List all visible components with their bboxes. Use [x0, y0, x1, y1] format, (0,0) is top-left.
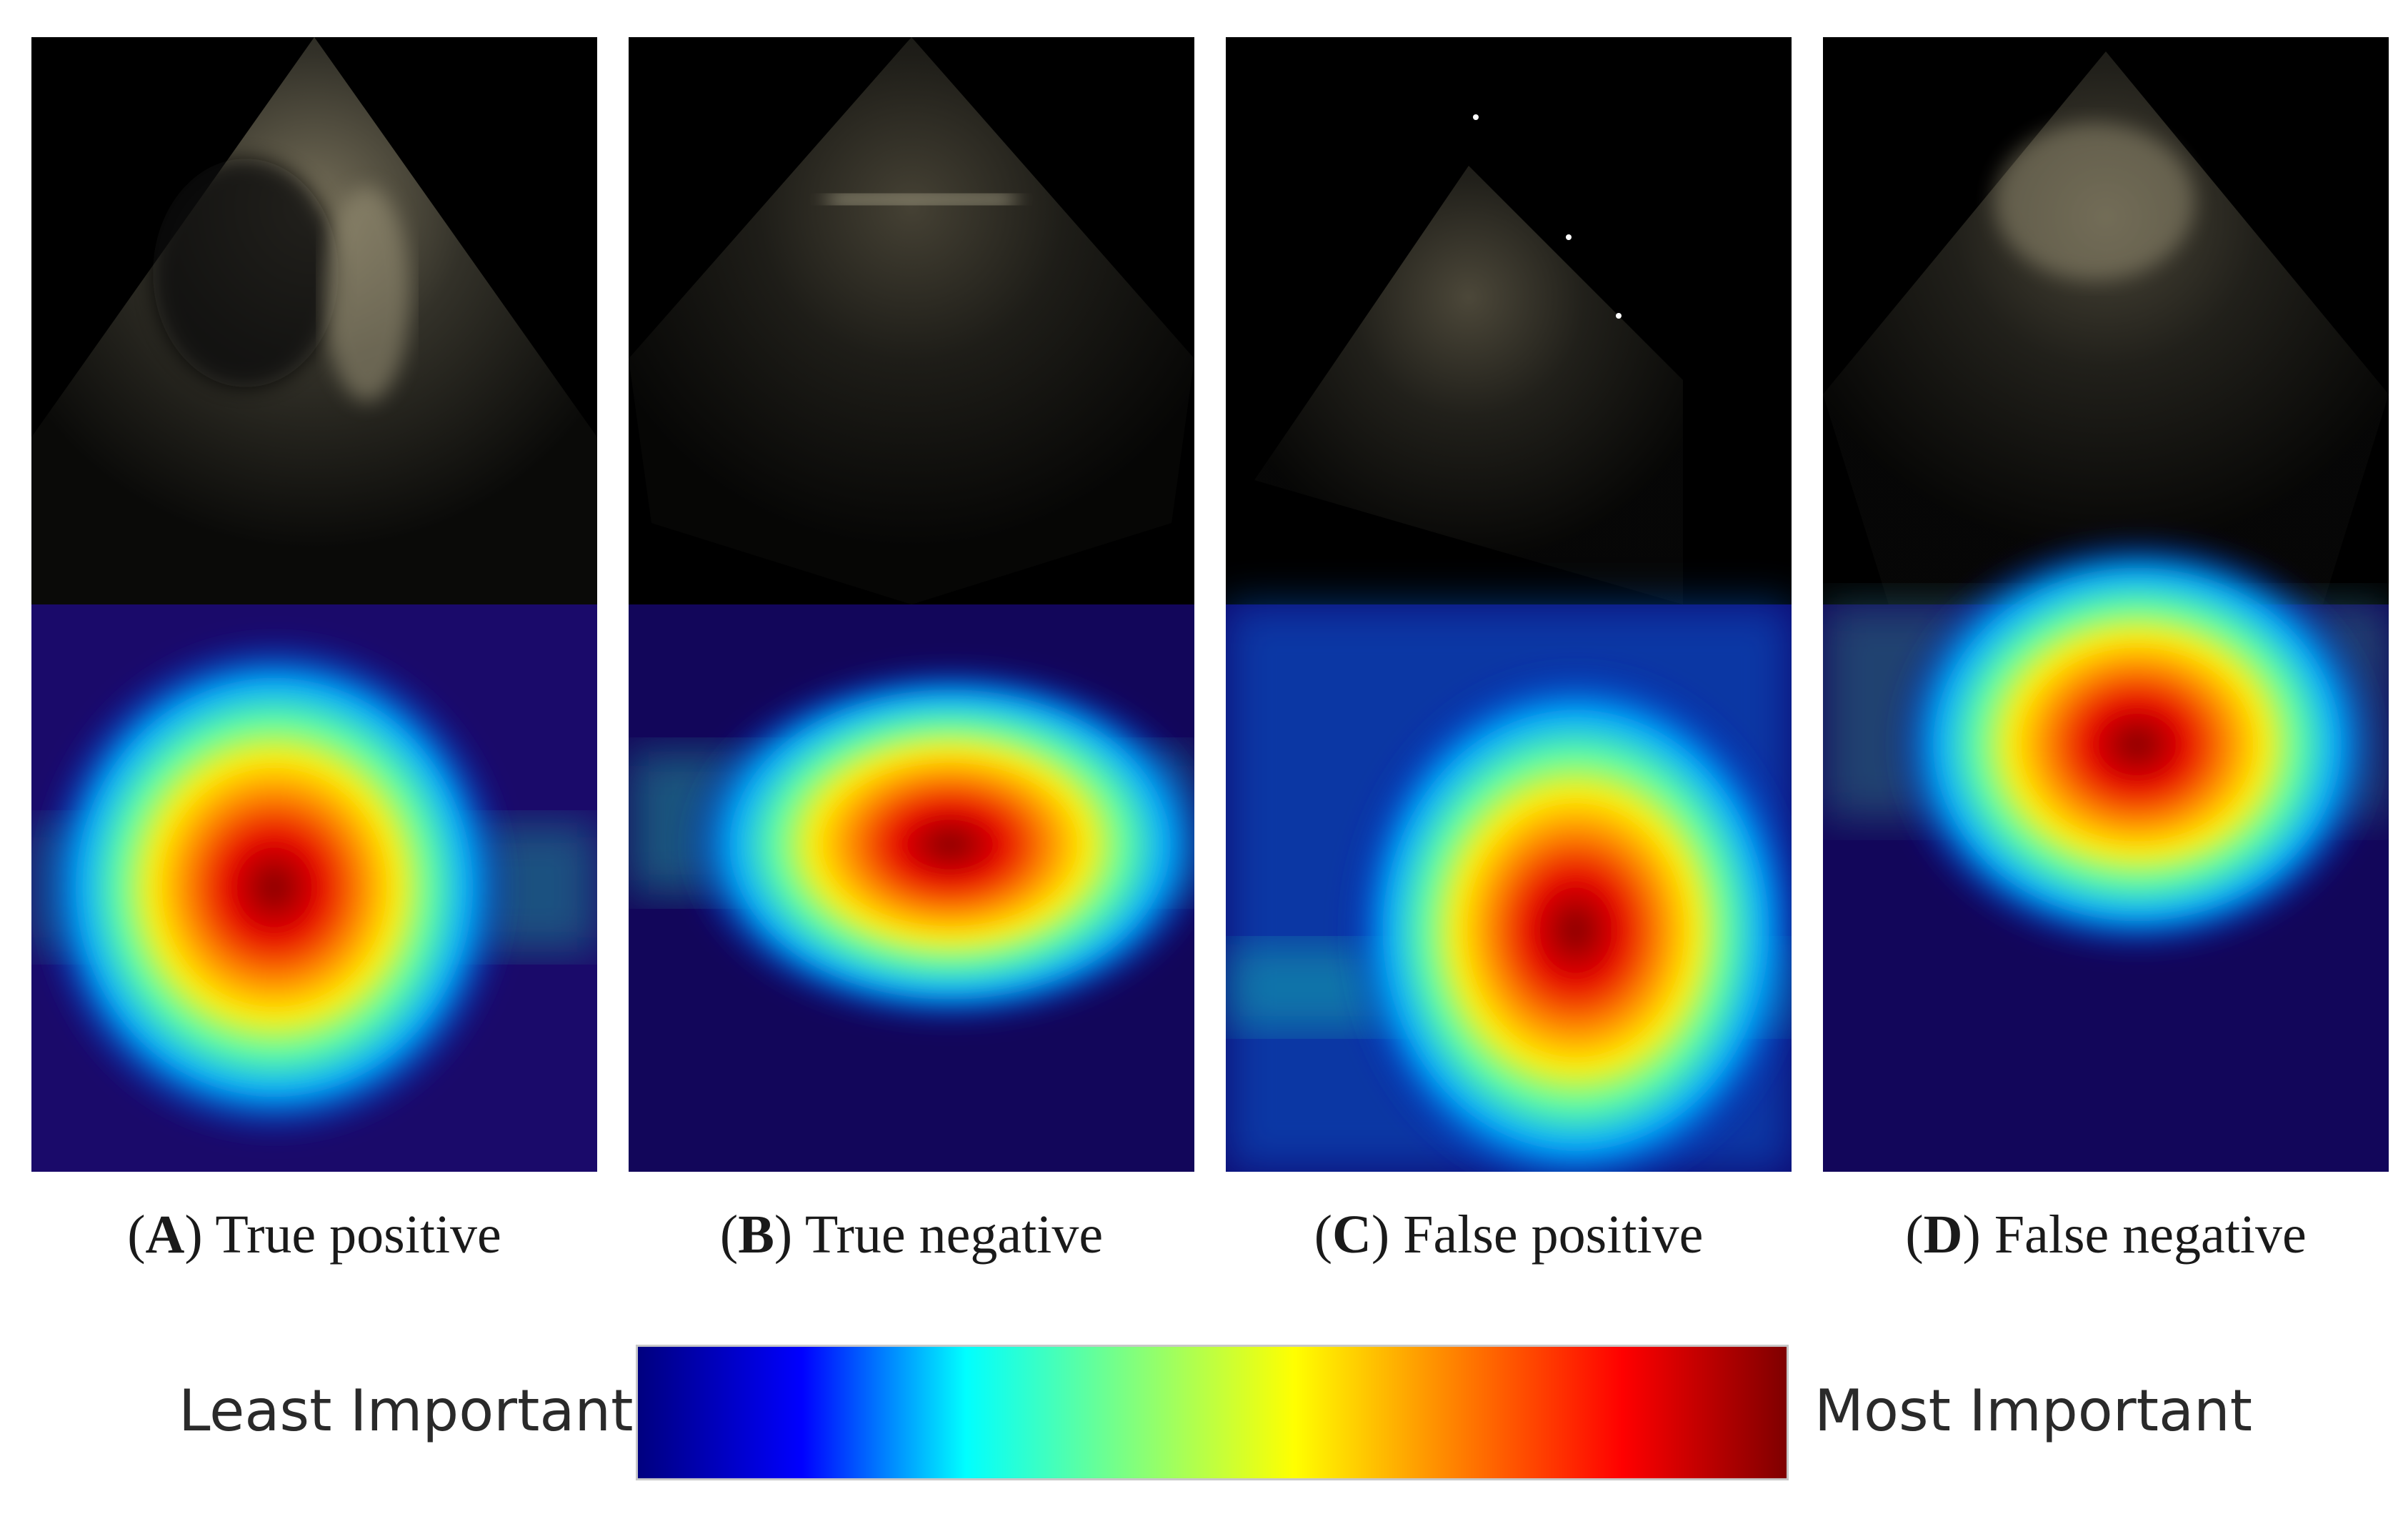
bright-dot-c2 [1566, 234, 1572, 240]
panel-c-figure [1226, 37, 1792, 1172]
ultrasound-sector-b [629, 37, 1194, 604]
heatmap-hotspot-a [31, 630, 517, 1145]
panel-d-figure [1823, 37, 2389, 1172]
ultrasound-sector-d [1823, 51, 2389, 604]
panel-b [629, 37, 1194, 1172]
heatmap-hotspot-b [679, 659, 1194, 1030]
panel-b-figure [629, 37, 1194, 1172]
colorbar [636, 1345, 1789, 1480]
bright-line-b [829, 194, 1014, 204]
caption-d-letter: D [1923, 1205, 1963, 1265]
bright-region-d [1994, 123, 2194, 280]
caption-a: (A) True positive [127, 1205, 501, 1265]
dark-region-a [153, 159, 339, 387]
bright-region-a [324, 187, 410, 402]
colorbar-left-label: Least Important [179, 1378, 634, 1444]
panel-a [31, 37, 597, 1172]
ultrasound-sector-c [1254, 166, 1683, 604]
caption-a-text: True positive [215, 1205, 501, 1265]
colorbar-right-label: Most Important [1814, 1378, 2253, 1444]
caption-d: (D) False negative [1905, 1205, 2307, 1265]
panel-c [1226, 37, 1792, 1172]
panel-d [1823, 37, 2389, 1172]
bright-dot-c1 [1473, 114, 1479, 120]
caption-c: (C) False positive [1314, 1205, 1704, 1265]
caption-b-letter: B [738, 1205, 774, 1265]
heatmap-hotspot-d [1887, 530, 2387, 959]
caption-c-text: False positive [1403, 1205, 1704, 1265]
caption-c-letter: C [1332, 1205, 1372, 1265]
caption-d-text: False negative [1994, 1205, 2307, 1265]
caption-b: (B) True negative [719, 1205, 1104, 1265]
caption-b-text: True negative [804, 1205, 1104, 1265]
panel-a-figure [31, 37, 597, 1172]
heatmap-hotspot-c [1340, 659, 1792, 1172]
caption-a-letter: A [145, 1205, 185, 1265]
bright-dot-c3 [1616, 313, 1622, 319]
